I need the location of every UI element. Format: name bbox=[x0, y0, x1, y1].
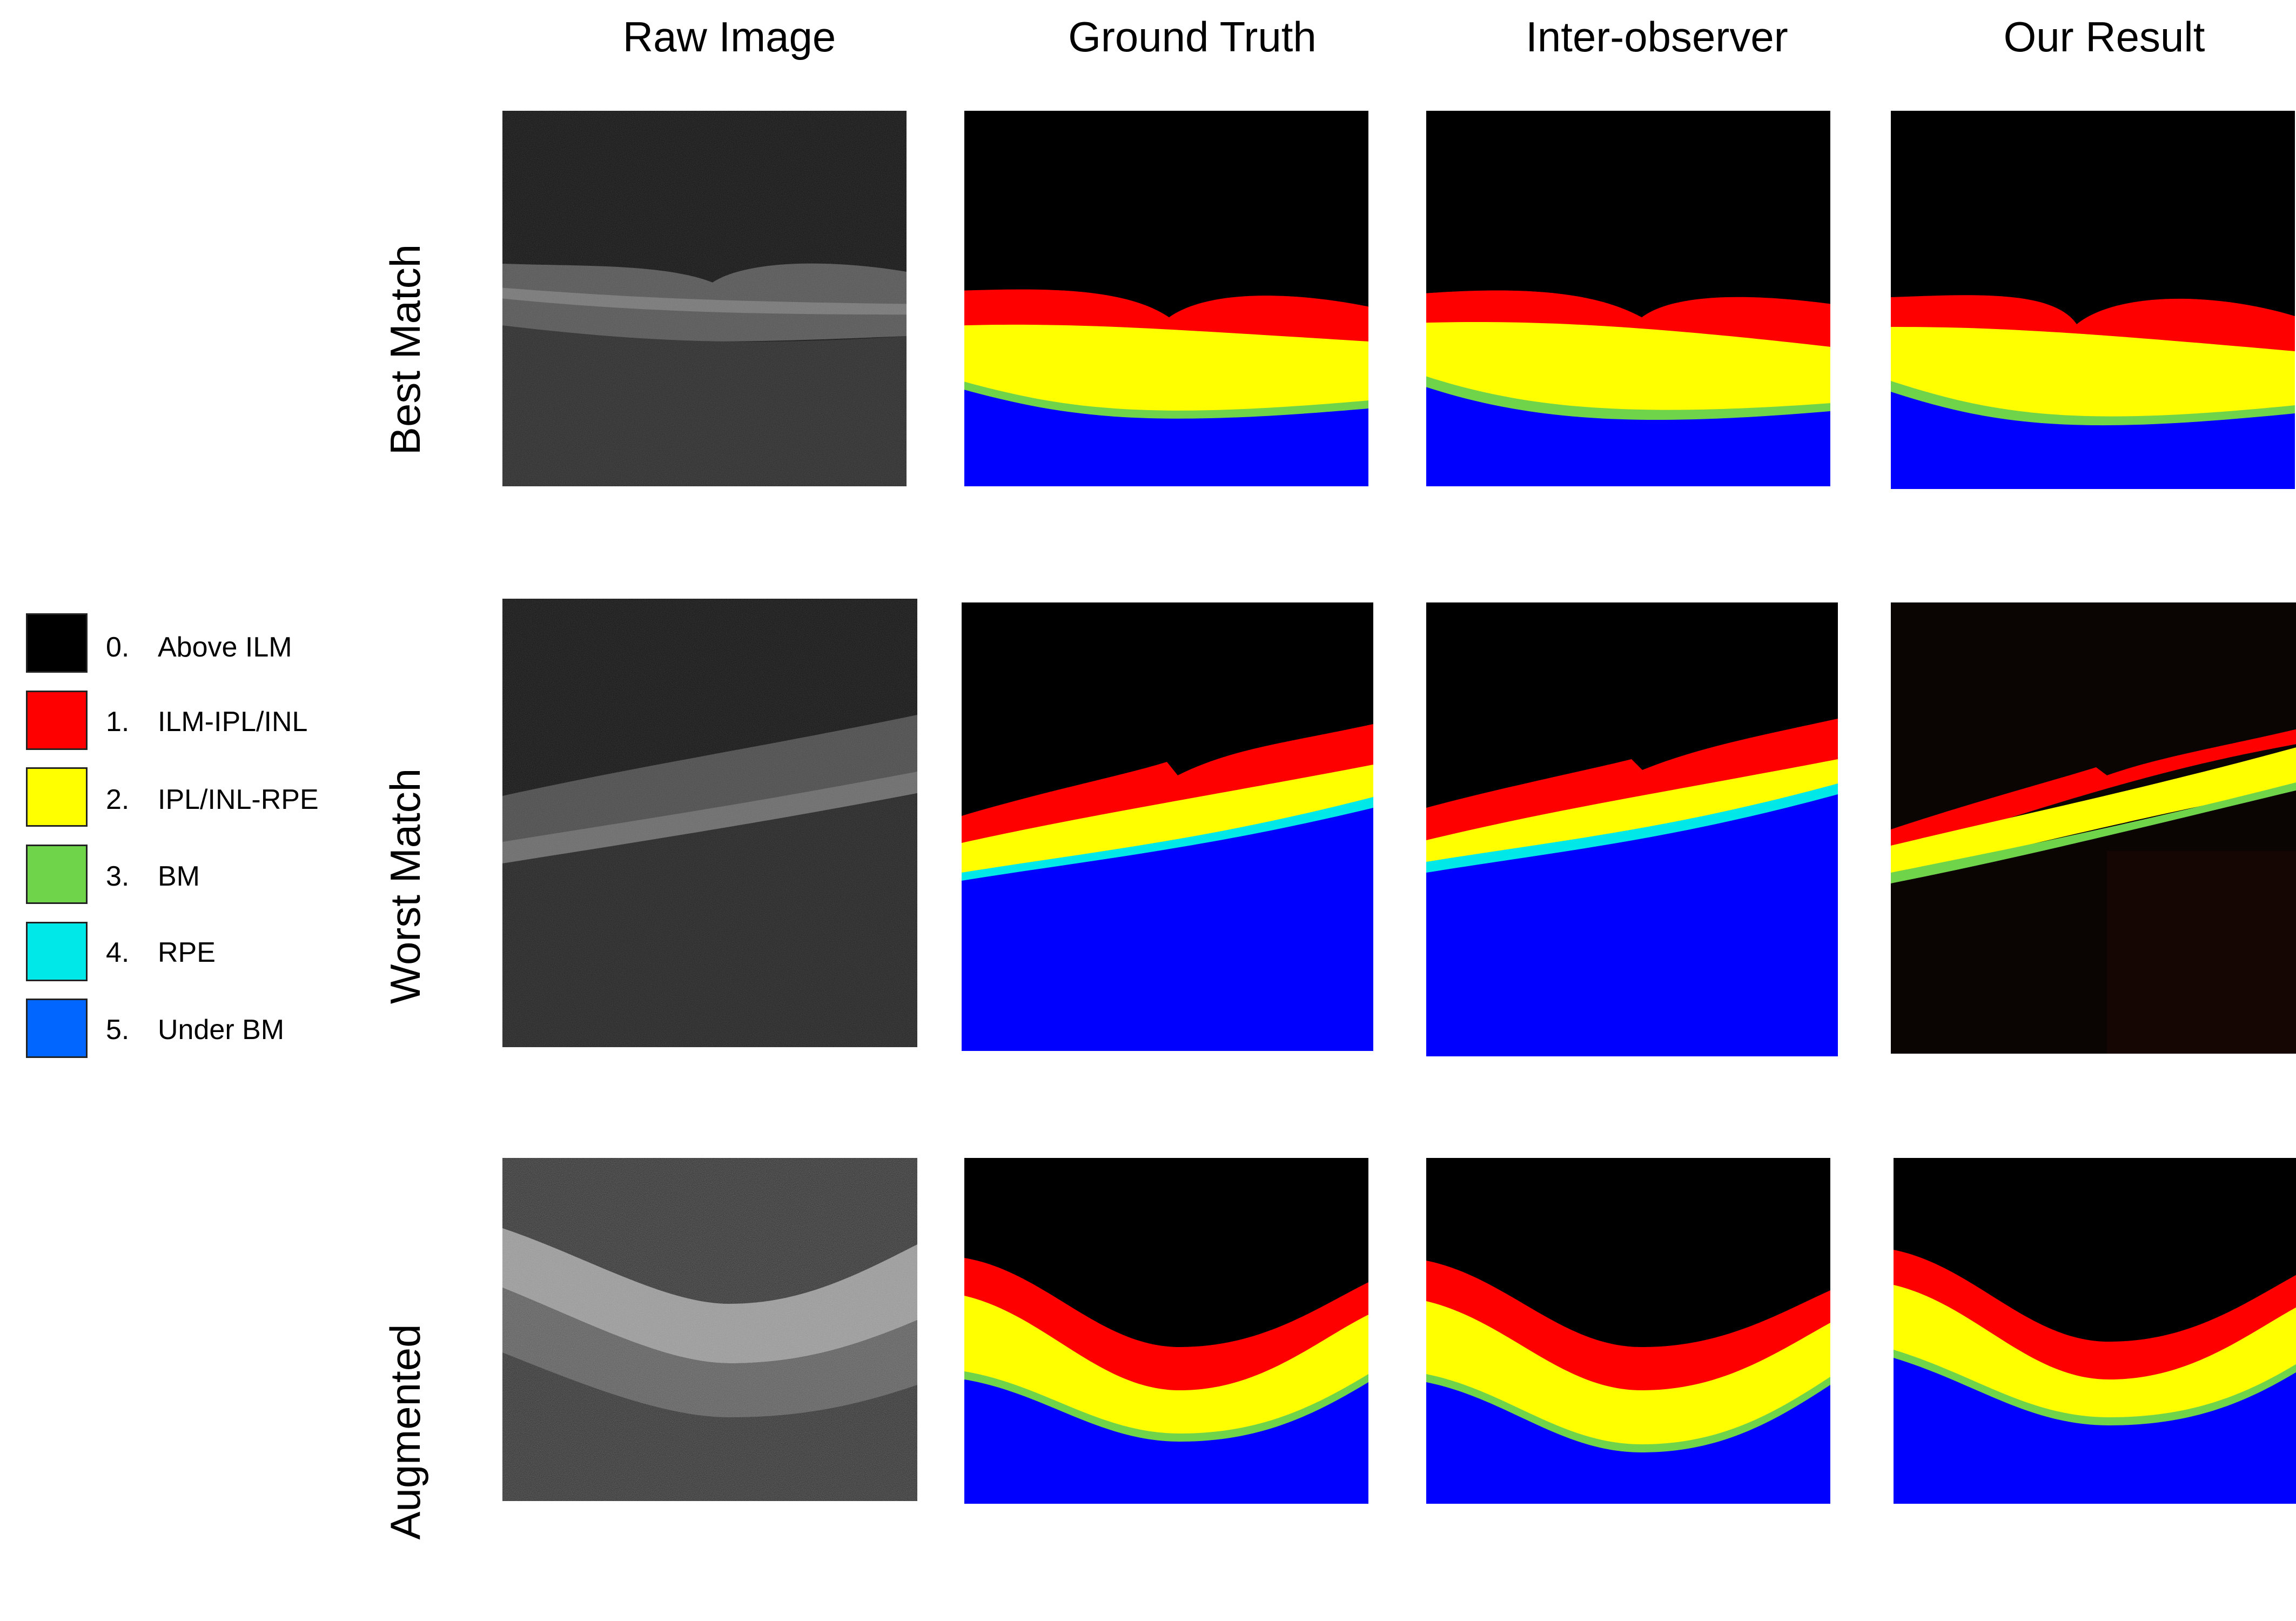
inter-observer-worst-match bbox=[1426, 602, 1838, 1056]
row-title-worst-match: Worst Match bbox=[381, 768, 429, 1004]
legend-label-ilm-ipl-inl: ILM-IPL/INL bbox=[158, 706, 308, 738]
column-title-ground-truth: Ground Truth bbox=[1068, 13, 1317, 61]
legend-swatch-ilm-ipl-inl bbox=[26, 691, 88, 750]
legend-label-rpe: RPE bbox=[158, 937, 216, 968]
column-title-inter-observer: Inter-observer bbox=[1526, 13, 1788, 61]
legend-swatch-under-bm bbox=[26, 999, 88, 1058]
raw-oct-image-worst-match bbox=[502, 599, 917, 1047]
column-title-our-result: Our Result bbox=[2003, 13, 2205, 61]
legend-label-above-ilm: Above ILM bbox=[158, 632, 292, 663]
inter-observer-augmented bbox=[1426, 1158, 1830, 1504]
row-title-augmented: Augmented bbox=[381, 1324, 429, 1540]
ground-truth-worst-match bbox=[962, 602, 1373, 1051]
our-result-worst-match bbox=[1891, 602, 2296, 1054]
legend-number: 4. bbox=[106, 937, 130, 968]
legend-number: 5. bbox=[106, 1014, 130, 1046]
legend-number: 2. bbox=[106, 784, 130, 815]
legend-label-under-bm: Under BM bbox=[158, 1014, 285, 1046]
ground-truth-augmented bbox=[964, 1158, 1368, 1504]
legend-label-ipl-inl-rpe: IPL/INL-RPE bbox=[158, 784, 319, 815]
our-result-best-match bbox=[1891, 111, 2295, 489]
raw-oct-image-best-match bbox=[502, 111, 907, 486]
legend-number: 3. bbox=[106, 861, 130, 892]
raw-oct-image-augmented bbox=[502, 1158, 917, 1501]
legend-swatch-ipl-inl-rpe bbox=[26, 767, 88, 827]
ground-truth-best-match bbox=[964, 111, 1368, 486]
row-title-best-match: Best Match bbox=[381, 244, 429, 456]
legend-swatch-rpe bbox=[26, 922, 88, 981]
our-result-augmented bbox=[1894, 1158, 2296, 1504]
legend-number: 1. bbox=[106, 706, 130, 738]
legend-swatch-above-ilm bbox=[26, 613, 88, 673]
legend-swatch-bm bbox=[26, 845, 88, 904]
inter-observer-best-match bbox=[1426, 111, 1830, 486]
column-title-raw-image: Raw Image bbox=[622, 13, 836, 61]
legend-number: 0. bbox=[106, 632, 130, 663]
legend-label-bm: BM bbox=[158, 861, 200, 892]
